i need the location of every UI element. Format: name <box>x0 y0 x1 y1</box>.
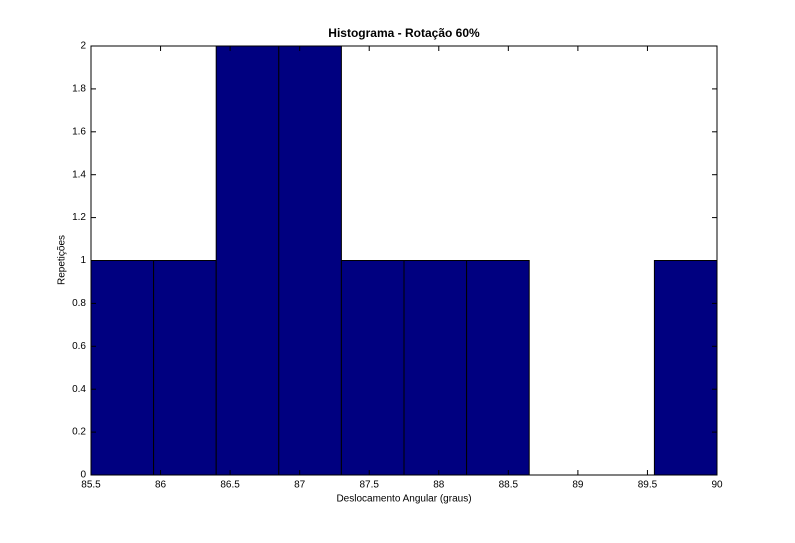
x-tick-label: 89 <box>572 480 584 491</box>
y-tick-label: 0.4 <box>72 384 86 395</box>
bar <box>278 45 342 476</box>
chart-title: Histograma - Rotação 60% <box>328 26 480 40</box>
y-tick-label: 0 <box>80 470 86 481</box>
x-tick-label: 89.5 <box>638 480 658 491</box>
bar <box>403 260 468 476</box>
y-tick-label: 0.6 <box>72 341 86 352</box>
bar <box>153 260 217 476</box>
x-tick-label: 87 <box>294 480 306 491</box>
y-tick-label: 1.8 <box>72 84 86 95</box>
y-tick-label: 1.4 <box>72 169 86 180</box>
x-tick-label: 85.5 <box>81 480 101 491</box>
bar <box>90 260 155 476</box>
x-tick-label: 88.5 <box>499 480 519 491</box>
x-tick-label: 90 <box>711 480 723 491</box>
y-axis-label: Repetições <box>57 235 68 285</box>
x-tick-label: 86.5 <box>220 480 240 491</box>
bar <box>215 45 280 476</box>
bar <box>340 260 405 476</box>
y-tick-label: 0.2 <box>72 427 86 438</box>
x-tick-label: 87.5 <box>359 480 379 491</box>
bar <box>466 260 530 476</box>
y-tick-label: 2 <box>80 41 86 52</box>
y-tick-label: 1.2 <box>72 212 86 223</box>
x-tick-label: 86 <box>155 480 167 491</box>
x-tick-label: 88 <box>433 480 445 491</box>
x-axis-label: Deslocamento Angular (graus) <box>336 494 471 505</box>
y-tick-label: 0.8 <box>72 298 86 309</box>
bar <box>653 260 718 476</box>
y-tick-label: 1.6 <box>72 126 86 137</box>
y-tick-label: 1 <box>80 255 86 266</box>
